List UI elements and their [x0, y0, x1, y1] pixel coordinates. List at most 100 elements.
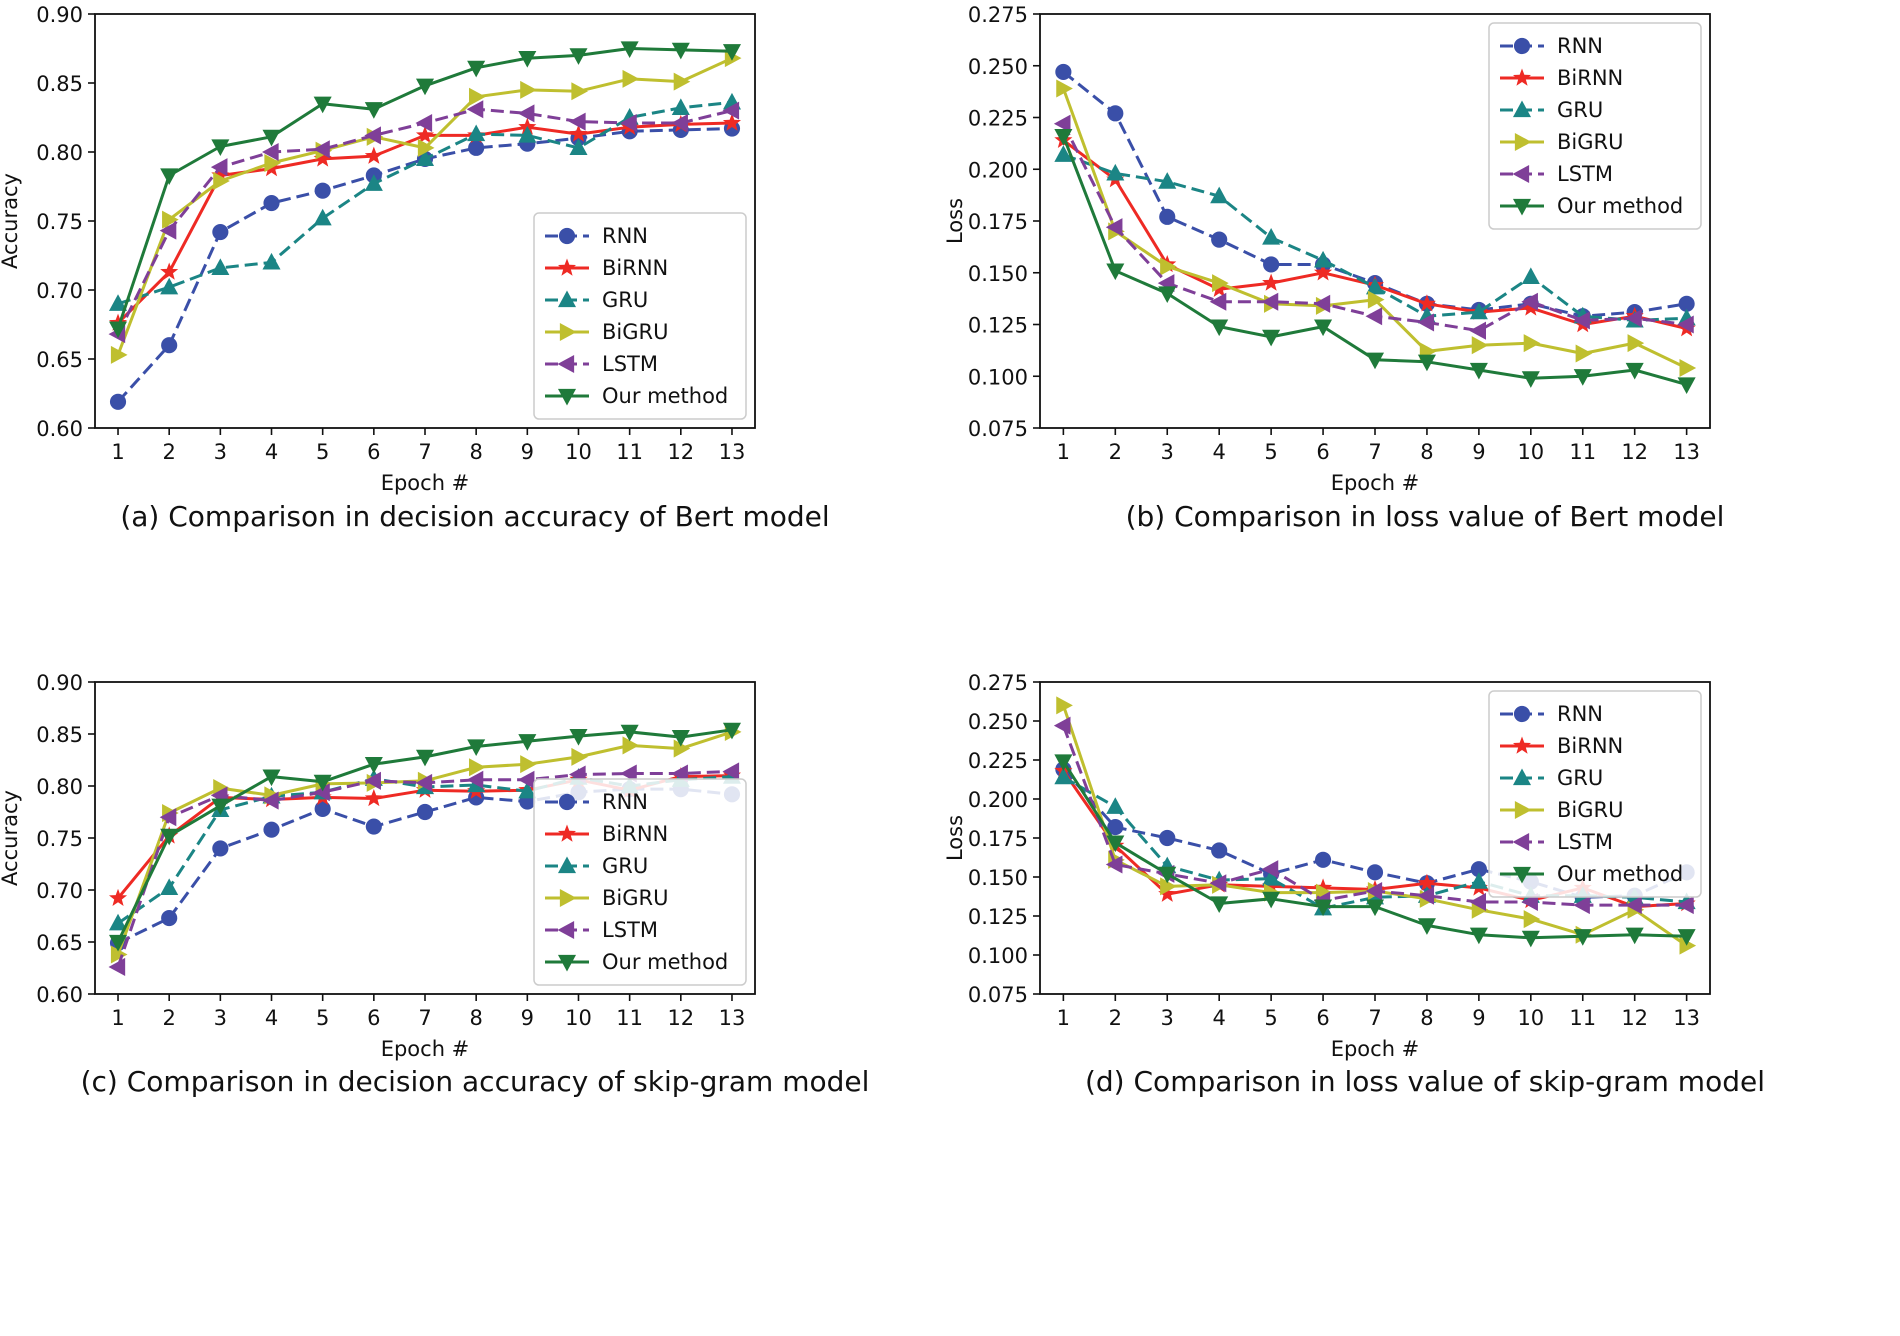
- chart-a-xtick-label: 9: [521, 440, 534, 464]
- chart-d-point-bigru: [1523, 910, 1541, 929]
- chart-c-xtick-label: 1: [111, 1006, 124, 1030]
- chart-a-point-gru: [211, 258, 230, 276]
- chart-b-point-lstm: [1261, 292, 1279, 311]
- chart-b-legend-label-rnn: RNN: [1557, 34, 1603, 58]
- chart-d-xtick-label: 2: [1109, 1006, 1122, 1030]
- chart-d-legend-label-our-method: Our method: [1557, 862, 1683, 886]
- chart-a-point-bigru: [673, 72, 691, 91]
- chart-c-point-lstm: [466, 770, 484, 789]
- chart-c-point-our-method: [467, 739, 486, 756]
- chart-b-legend: RNN BiRNN GRU BiGRU LSTM Our method: [1488, 22, 1702, 230]
- chart-a-point-gru: [160, 277, 179, 295]
- chart-d-point-our-method: [1573, 929, 1592, 946]
- chart-b-point-bigru: [1212, 274, 1229, 293]
- chart-c-ytick-label: 0.80: [36, 775, 83, 799]
- chart-b-point-gru: [1106, 163, 1125, 181]
- chart-b-point-our-method: [1417, 354, 1436, 372]
- chart-c-legend-label-bigru: BiGRU: [602, 886, 668, 910]
- chart-a-xtick-label: 8: [469, 440, 482, 464]
- chart-a-point-lstm: [415, 113, 433, 133]
- chart-b-xtick-label: 12: [1621, 440, 1648, 464]
- chart-a-xtick-label: 3: [214, 440, 227, 464]
- chart-d-xtick-label: 11: [1569, 1006, 1596, 1030]
- chart-b-point-rnn: [1107, 105, 1124, 122]
- chart-d-legend-label-lstm: LSTM: [1557, 830, 1613, 854]
- chart-a-ytick-label: 0.65: [36, 348, 83, 372]
- chart-a-xtick-label: 4: [265, 440, 278, 464]
- chart-b-xtick-label: 10: [1517, 440, 1544, 464]
- chart-d-legend-marker-rnn: [1513, 705, 1531, 723]
- chart-b-legend-marker-rnn: [1513, 37, 1531, 55]
- chart-d-point-lstm: [1261, 860, 1279, 879]
- chart-d-legend: RNN BiRNN GRU BiGRU LSTM Our method: [1488, 690, 1702, 898]
- chart-d-point-gru: [1054, 767, 1073, 785]
- chart-b-point-lstm: [1521, 292, 1538, 311]
- chart-b-ytick-label: 0.175: [968, 210, 1028, 234]
- chart-a-point-birnn: [160, 262, 179, 280]
- chart-a-series-gru: [108, 92, 742, 311]
- chart-c-ytick-label: 0.85: [36, 723, 83, 747]
- chart-c-point-our-method: [671, 729, 690, 747]
- chart-b-xtick-label: 4: [1212, 440, 1225, 464]
- chart-d-xtick-label: 12: [1621, 1006, 1648, 1030]
- panel-a: 0.60 0.65 0.70 0.75 0.80 0.85 0.90 1 2 3 4 5 6 7 8 9 10 1…: [0, 0, 950, 668]
- chart-d-point-rnn: [1314, 851, 1332, 868]
- chart-b-point-bigru: [1367, 290, 1385, 309]
- chart-c-point-our-method: [108, 934, 128, 952]
- chart-d-point-lstm: [1625, 896, 1642, 915]
- chart-d-legend-label-gru: GRU: [1557, 766, 1603, 790]
- chart-b-xtick-label: 7: [1368, 440, 1381, 464]
- chart-b-legend-label-lstm: LSTM: [1557, 162, 1613, 186]
- chart-c-point-lstm: [620, 764, 637, 783]
- chart-a-xtick-label: 1: [111, 440, 124, 464]
- chart-c-ytick-label: 0.75: [36, 827, 83, 851]
- chart-d-legend-marker-our-method: [1512, 866, 1532, 884]
- chart-b-ytick-label: 0.075: [968, 417, 1028, 441]
- chart-b-xtick-label: 1: [1057, 440, 1070, 464]
- chart-b-legend-label-birnn: BiRNN: [1557, 66, 1623, 90]
- chart-b-point-birnn: [1521, 298, 1540, 316]
- chart-b-series-our-method: [1054, 129, 1696, 395]
- chart-d-point-rnn: [1107, 819, 1124, 836]
- chart-c-point-gru: [160, 878, 179, 896]
- chart-a-point-our-method: [671, 42, 690, 60]
- chart-a-frame: [94, 13, 756, 429]
- chart-b-point-rnn: [1678, 295, 1695, 312]
- chart-b-point-birnn: [1210, 279, 1229, 297]
- chart-c-legend-label-gru: GRU: [602, 854, 648, 878]
- chart-a-point-birnn: [211, 165, 230, 184]
- chart-b-frame: [1039, 13, 1711, 429]
- caption-c: (c) Comparison in decision accuracy of s…: [80, 1065, 870, 1098]
- chart-d-frame: [1039, 681, 1711, 995]
- chart-d-point-our-method: [1521, 930, 1540, 948]
- chart-c-point-rnn: [161, 910, 178, 927]
- chart-d-xtick-label: 9: [1472, 1006, 1485, 1030]
- chart-c-legend: RNN BiRNN GRU BiGRU LSTM Our method: [533, 778, 747, 986]
- chart-d-point-rnn: [1366, 864, 1384, 881]
- chart-a-point-bigru: [571, 82, 588, 101]
- chart-d-point-bigru: [1679, 936, 1697, 955]
- chart-a-point-rnn: [468, 139, 485, 156]
- chart-a-ytick-label: 0.75: [36, 210, 83, 234]
- chart-c-point-lstm: [159, 808, 177, 827]
- chart-c-xtick-label: 9: [521, 1006, 534, 1030]
- chart-c-point-bigru: [469, 758, 486, 777]
- chart-b-ytick-label: 0.275: [968, 3, 1028, 27]
- chart-c-point-lstm: [313, 783, 330, 802]
- chart-b-point-lstm: [1209, 292, 1227, 311]
- chart-d-point-bigru: [1056, 696, 1073, 715]
- chart-a-legend-label-bigru: BiGRU: [602, 320, 668, 344]
- chart-a-point-bigru: [469, 87, 486, 106]
- chart-d-point-our-method: [1625, 927, 1644, 945]
- chart-d-ytick-label: 0.175: [968, 827, 1028, 851]
- chart-b-point-birnn: [1262, 273, 1281, 291]
- chart-a-point-bigru: [264, 154, 282, 173]
- chart-c-legend-label-our-method: Our method: [602, 950, 728, 974]
- chart-c-point-bigru: [520, 755, 537, 774]
- chart-c-xtick-label: 7: [418, 1006, 431, 1030]
- chart-b-point-lstm: [1573, 311, 1590, 330]
- chart-d-legend-marker-bigru: [1514, 800, 1532, 820]
- chart-c-ytick-label: 0.60: [36, 983, 83, 1007]
- chart-a-point-lstm: [568, 112, 586, 131]
- chart-b-xtick-label: 8: [1420, 440, 1433, 464]
